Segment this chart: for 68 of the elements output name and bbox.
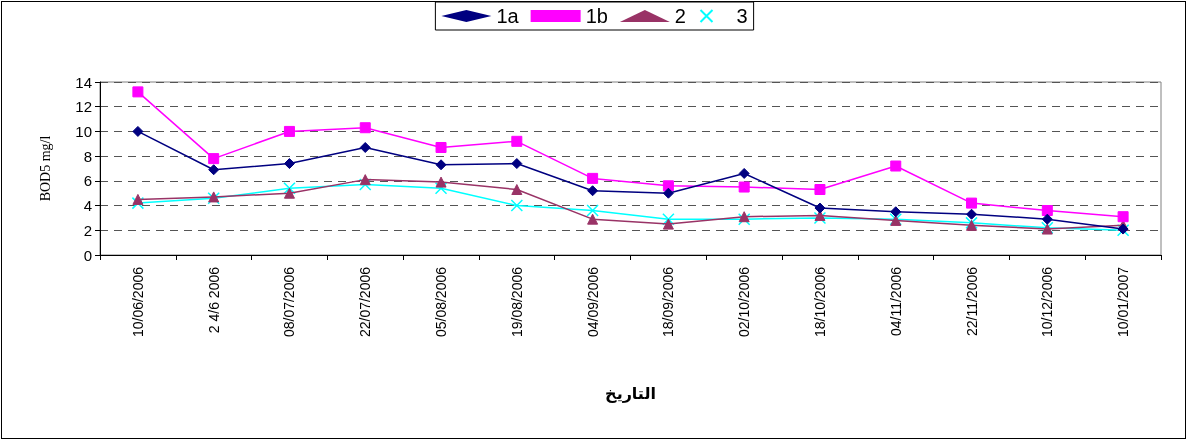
y-tick-label: 0 [83,246,92,264]
point [435,176,447,188]
point [283,158,295,170]
x-tick-label: 10/06/2006 [129,266,146,338]
x-axis-title: التاريخ [605,383,656,403]
point [359,141,371,153]
point [738,167,750,179]
point [359,174,371,186]
point [283,187,295,199]
point [814,184,826,196]
x-tick-label: 19/08/2006 [508,266,525,338]
point [1117,211,1129,223]
x-tick-label: 10/01/2007 [1115,266,1132,338]
point [208,164,220,176]
x-tick-label: 08/07/2006 [281,266,298,338]
x-tick-label: 04/11/2006 [887,266,904,337]
y-axis-title: BOD5 mg/l [37,135,53,202]
legend-label: 1a [496,5,520,27]
x-tick-label: 10/12/2006 [1039,266,1056,338]
y-tick-label: 2 [83,221,92,239]
point [359,122,371,134]
point [586,204,599,217]
point [966,208,978,220]
point [510,199,524,212]
point [132,193,144,205]
point [434,182,448,195]
point [966,197,978,209]
x-tick-label: 18/10/2006 [811,266,828,338]
point [435,141,447,153]
y-tick-label: 14 [75,73,92,91]
point [814,202,826,214]
x-tick-label: 18/09/2006 [660,266,677,338]
point [587,213,599,225]
point [587,172,599,184]
x-tick-label: 22/07/2006 [357,266,374,338]
x-tick-label: 05/08/2006 [433,266,450,338]
point [283,182,296,195]
point [587,185,599,197]
legend-label: 2 [674,5,686,27]
x-tick-label: 02/10/2006 [736,266,753,338]
point [890,160,902,172]
legend-label: 1b [585,5,608,27]
point [208,153,220,165]
point [1041,213,1053,225]
point [283,125,295,137]
point [738,181,750,193]
point [1041,205,1053,217]
point [890,206,902,218]
y-tick-label: 12 [75,98,92,116]
point [511,184,523,196]
point [132,125,144,137]
x-tick-label: 04/09/2006 [584,266,601,338]
legend-label: 3 [736,5,748,27]
y-tick-label: 10 [75,122,92,140]
point [132,86,144,98]
point [359,178,372,191]
point [662,212,675,226]
y-tick-label: 8 [83,147,92,165]
point [511,135,523,147]
point [131,196,145,210]
point [511,158,523,170]
point [435,159,447,171]
point [662,218,674,230]
x-tick-label: 2 4/6 2006 [205,266,222,334]
y-tick-label: 4 [83,197,92,215]
point [662,187,674,199]
x-tick-label: 22/11/2006 [963,266,980,337]
y-tick-label: 6 [83,172,92,190]
